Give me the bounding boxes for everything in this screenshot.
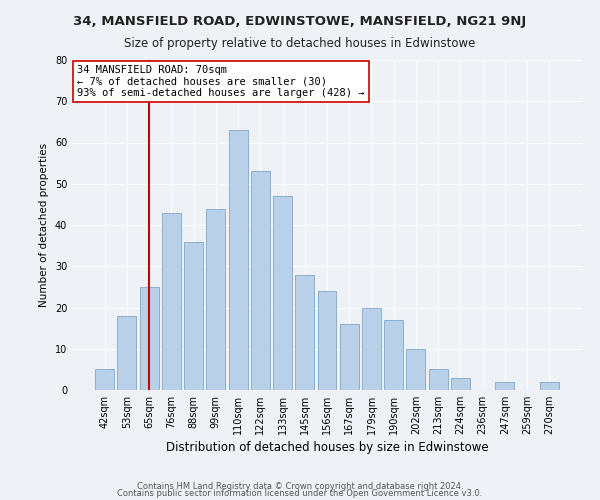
Text: 34 MANSFIELD ROAD: 70sqm
← 7% of detached houses are smaller (30)
93% of semi-de: 34 MANSFIELD ROAD: 70sqm ← 7% of detache…	[77, 65, 365, 98]
Bar	[295, 274, 314, 390]
Bar	[340, 324, 359, 390]
Bar	[317, 291, 337, 390]
Bar	[206, 208, 225, 390]
Bar	[273, 196, 292, 390]
X-axis label: Distribution of detached houses by size in Edwinstowe: Distribution of detached houses by size …	[166, 441, 488, 454]
Bar	[140, 287, 158, 390]
Text: Contains HM Land Registry data © Crown copyright and database right 2024.: Contains HM Land Registry data © Crown c…	[137, 482, 463, 491]
Bar	[251, 172, 270, 390]
Bar	[451, 378, 470, 390]
Bar	[362, 308, 381, 390]
Bar	[184, 242, 203, 390]
Bar	[384, 320, 403, 390]
Bar	[229, 130, 248, 390]
Bar	[406, 349, 425, 390]
Bar	[540, 382, 559, 390]
Bar	[118, 316, 136, 390]
Text: Contains public sector information licensed under the Open Government Licence v3: Contains public sector information licen…	[118, 490, 482, 498]
Bar	[429, 370, 448, 390]
Bar	[95, 370, 114, 390]
Bar	[162, 212, 181, 390]
Text: Size of property relative to detached houses in Edwinstowe: Size of property relative to detached ho…	[124, 38, 476, 51]
Bar	[496, 382, 514, 390]
Text: 34, MANSFIELD ROAD, EDWINSTOWE, MANSFIELD, NG21 9NJ: 34, MANSFIELD ROAD, EDWINSTOWE, MANSFIEL…	[73, 15, 527, 28]
Y-axis label: Number of detached properties: Number of detached properties	[39, 143, 49, 307]
